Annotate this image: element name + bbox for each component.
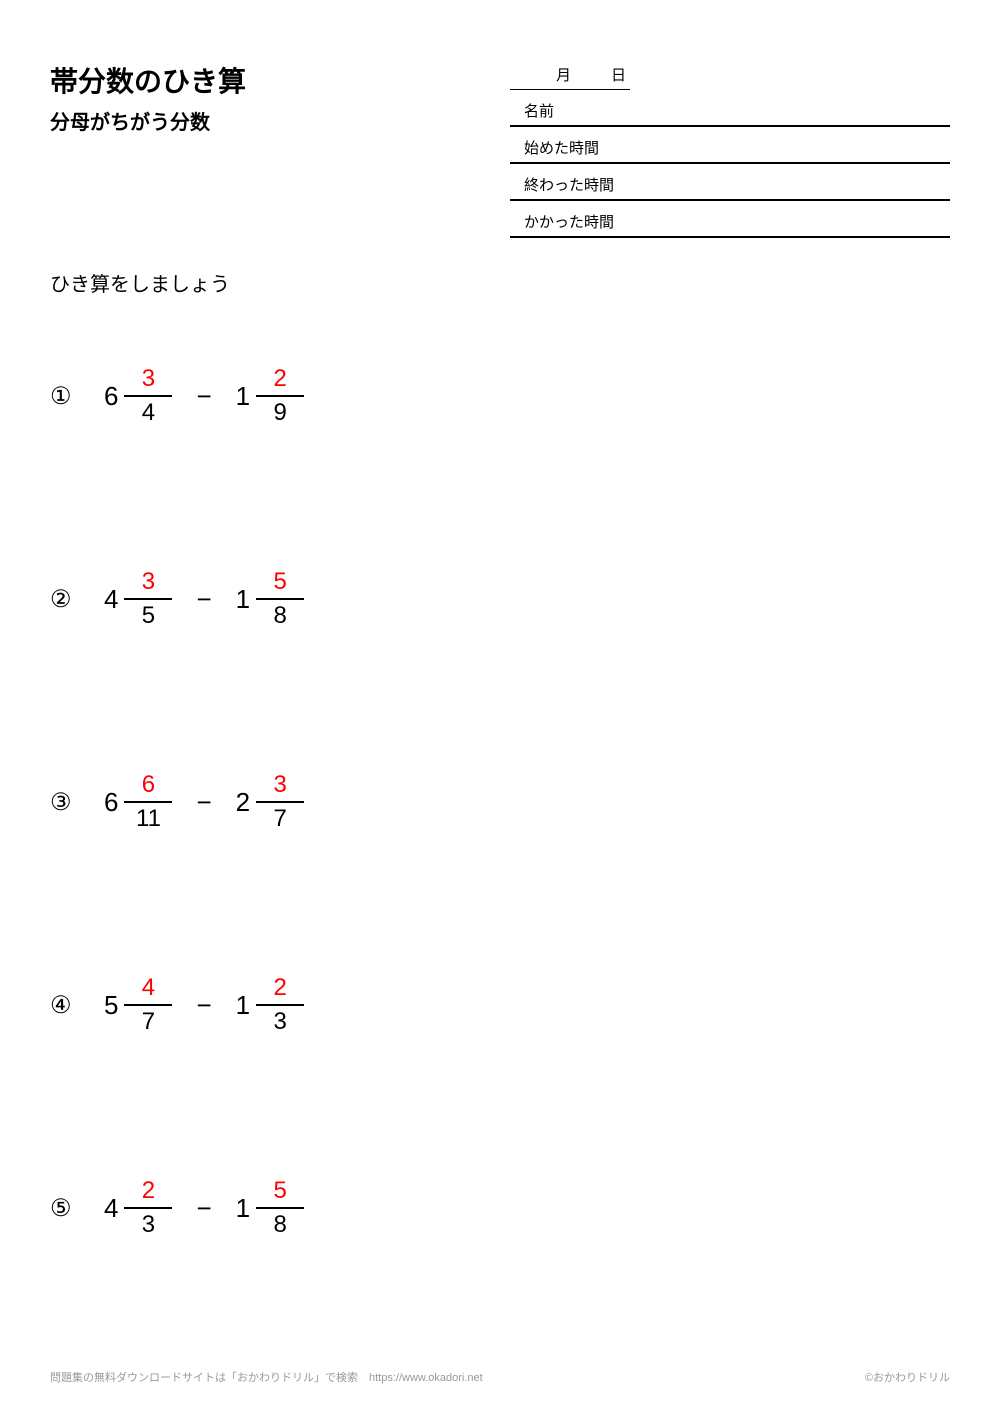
numerator-a: 4 <box>124 976 172 1006</box>
operator: − <box>196 787 211 818</box>
problem-number: ① <box>50 382 76 411</box>
numerator-a: 3 <box>124 570 172 600</box>
problem-row: ④ 5 4 7 − 1 2 3 <box>50 976 950 1034</box>
denominator-a: 11 <box>124 803 172 831</box>
main-title: 帯分数のひき算 <box>50 60 510 100</box>
numerator-b: 2 <box>256 367 304 397</box>
problem-number: ⑤ <box>50 1194 76 1223</box>
problem-number: ④ <box>50 991 76 1020</box>
denominator-b: 8 <box>256 600 304 628</box>
start-time-row: 始めた時間 <box>510 127 950 164</box>
whole-b: 1 <box>236 381 250 412</box>
denominator-b: 9 <box>256 397 304 425</box>
fraction-b: 5 8 <box>256 1179 304 1237</box>
fraction-b: 2 9 <box>256 367 304 425</box>
denominator-b: 3 <box>256 1006 304 1034</box>
day-label: 日 <box>611 64 626 85</box>
end-time-row: 終わった時間 <box>510 164 950 201</box>
fraction-b: 3 7 <box>256 773 304 831</box>
numerator-b: 3 <box>256 773 304 803</box>
whole-a: 4 <box>104 584 118 615</box>
mixed-fraction-a: 6 3 4 <box>104 367 172 425</box>
problem-row: ② 4 3 5 − 1 5 8 <box>50 570 950 628</box>
footer-left: 問題集の無料ダウンロードサイトは「おかわりドリル」で検索 https://www… <box>50 1369 483 1385</box>
mixed-fraction-b: 1 5 8 <box>236 1179 304 1237</box>
whole-b: 1 <box>236 990 250 1021</box>
month-label: 月 <box>556 64 571 85</box>
problem-row: ① 6 3 4 − 1 2 9 <box>50 367 950 425</box>
problem-row: ⑤ 4 2 3 − 1 5 8 <box>50 1179 950 1237</box>
whole-b: 1 <box>236 584 250 615</box>
fraction-a: 3 5 <box>124 570 172 628</box>
problem-number: ③ <box>50 788 76 817</box>
whole-a: 6 <box>104 381 118 412</box>
mixed-fraction-a: 4 2 3 <box>104 1179 172 1237</box>
mixed-fraction-b: 1 2 9 <box>236 367 304 425</box>
footer-right: ©おかわりドリル <box>865 1369 950 1385</box>
duration-row: かかった時間 <box>510 201 950 238</box>
whole-a: 5 <box>104 990 118 1021</box>
problem-number: ② <box>50 585 76 614</box>
date-row: 月 日 <box>510 60 630 90</box>
numerator-a: 6 <box>124 773 172 803</box>
whole-b: 1 <box>236 1193 250 1224</box>
info-box: 月 日 名前 始めた時間 終わった時間 かかった時間 <box>510 60 950 238</box>
denominator-a: 7 <box>124 1006 172 1034</box>
numerator-a: 3 <box>124 367 172 397</box>
fraction-a: 3 4 <box>124 367 172 425</box>
denominator-b: 8 <box>256 1209 304 1237</box>
operator: − <box>196 381 211 412</box>
fraction-b: 2 3 <box>256 976 304 1034</box>
footer: 問題集の無料ダウンロードサイトは「おかわりドリル」で検索 https://www… <box>50 1369 950 1385</box>
operator: − <box>196 990 211 1021</box>
mixed-fraction-a: 6 6 11 <box>104 773 172 831</box>
fraction-a: 6 11 <box>124 773 172 831</box>
denominator-a: 4 <box>124 397 172 425</box>
denominator-b: 7 <box>256 803 304 831</box>
numerator-b: 5 <box>256 1179 304 1209</box>
mixed-fraction-b: 2 3 7 <box>236 773 304 831</box>
name-row: 名前 <box>510 90 950 127</box>
instruction: ひき算をしましょう <box>50 268 950 297</box>
numerator-b: 2 <box>256 976 304 1006</box>
whole-b: 2 <box>236 787 250 818</box>
sub-title: 分母がちがう分数 <box>50 106 510 135</box>
problem-row: ③ 6 6 11 − 2 3 7 <box>50 773 950 831</box>
mixed-fraction-b: 1 2 3 <box>236 976 304 1034</box>
fraction-a: 4 7 <box>124 976 172 1034</box>
problems-container: ① 6 3 4 − 1 2 9 ② 4 3 5 − 1 <box>50 367 950 1237</box>
whole-a: 6 <box>104 787 118 818</box>
fraction-a: 2 3 <box>124 1179 172 1237</box>
whole-a: 4 <box>104 1193 118 1224</box>
numerator-b: 5 <box>256 570 304 600</box>
mixed-fraction-b: 1 5 8 <box>236 570 304 628</box>
denominator-a: 3 <box>124 1209 172 1237</box>
operator: − <box>196 1193 211 1224</box>
title-block: 帯分数のひき算 分母がちがう分数 <box>50 60 510 135</box>
operator: − <box>196 584 211 615</box>
mixed-fraction-a: 4 3 5 <box>104 570 172 628</box>
numerator-a: 2 <box>124 1179 172 1209</box>
denominator-a: 5 <box>124 600 172 628</box>
header: 帯分数のひき算 分母がちがう分数 月 日 名前 始めた時間 終わった時間 かかっ… <box>50 60 950 238</box>
mixed-fraction-a: 5 4 7 <box>104 976 172 1034</box>
fraction-b: 5 8 <box>256 570 304 628</box>
